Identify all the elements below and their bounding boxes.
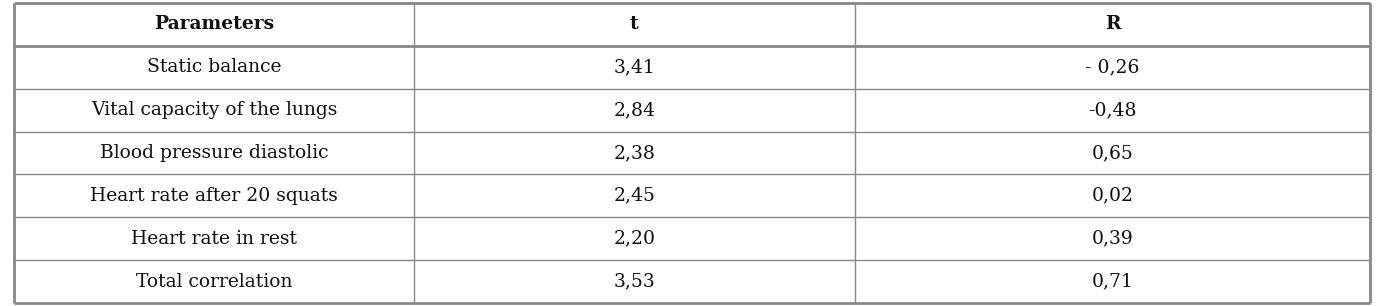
Text: 3,53: 3,53	[613, 273, 655, 290]
Text: Parameters: Parameters	[154, 16, 274, 33]
Text: Vital capacity of the lungs: Vital capacity of the lungs	[91, 101, 338, 119]
Text: Blood pressure diastolic: Blood pressure diastolic	[100, 144, 328, 162]
Text: Heart rate in rest: Heart rate in rest	[131, 230, 298, 248]
Text: 0,71: 0,71	[1092, 273, 1133, 290]
Text: 3,41: 3,41	[613, 58, 655, 76]
Text: - 0,26: - 0,26	[1085, 58, 1139, 76]
Text: 2,45: 2,45	[613, 187, 656, 205]
Text: Static balance: Static balance	[147, 58, 281, 76]
Text: t: t	[630, 16, 639, 33]
Text: 0,65: 0,65	[1092, 144, 1133, 162]
Text: 2,38: 2,38	[613, 144, 655, 162]
Text: Heart rate after 20 squats: Heart rate after 20 squats	[90, 187, 338, 205]
Text: 2,20: 2,20	[613, 230, 656, 248]
Text: -0,48: -0,48	[1088, 101, 1136, 119]
Text: 0,39: 0,39	[1092, 230, 1133, 248]
Text: 0,02: 0,02	[1092, 187, 1133, 205]
Text: Total correlation: Total correlation	[136, 273, 292, 290]
Text: 2,84: 2,84	[613, 101, 656, 119]
Text: R: R	[1104, 16, 1120, 33]
